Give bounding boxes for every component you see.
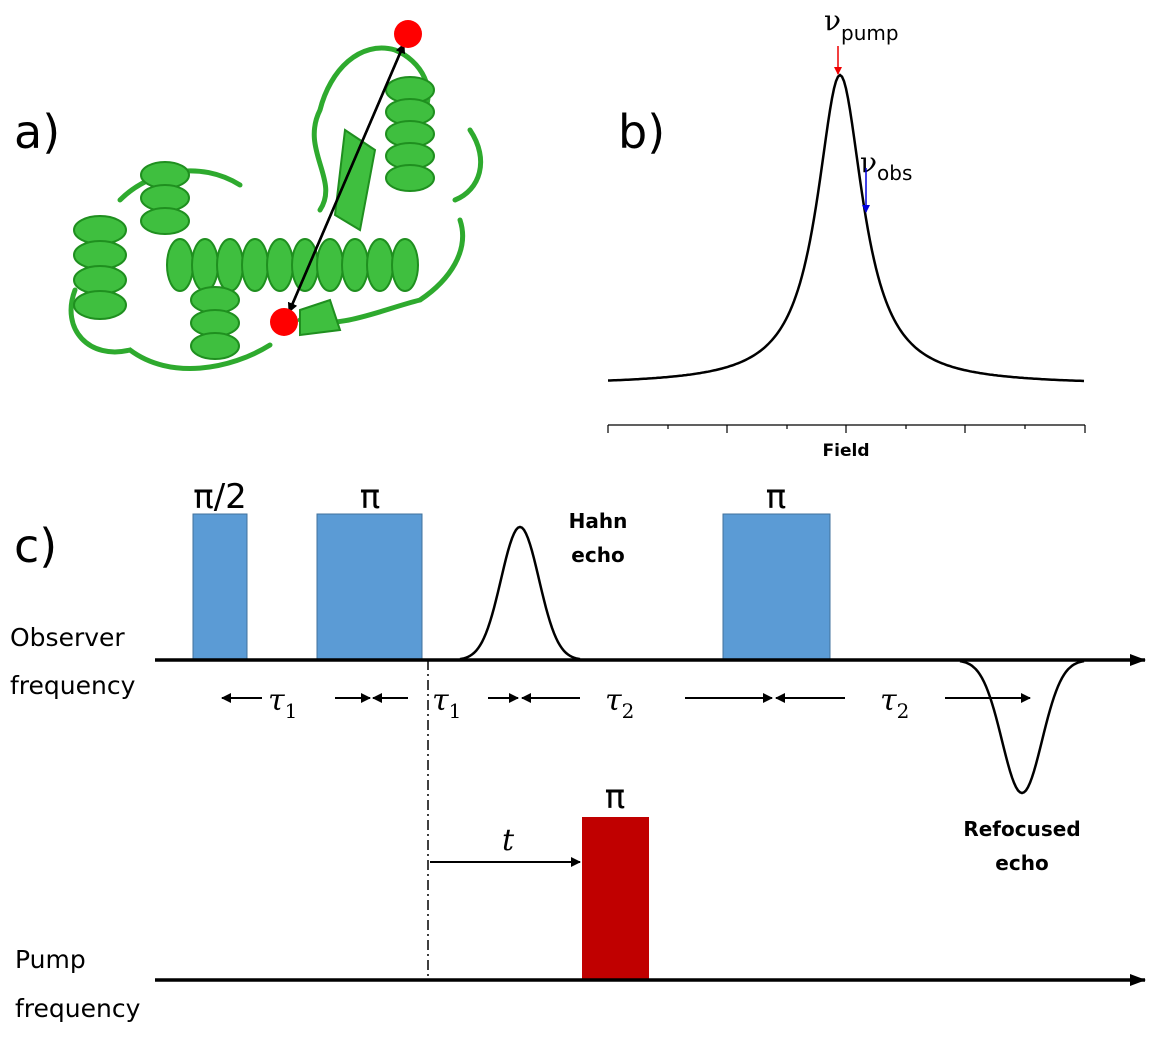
subscript: pump: [841, 21, 899, 45]
delay-label: τ1: [432, 683, 461, 723]
protein-structure: [68, 45, 484, 371]
field-axis: [607, 424, 1086, 433]
symbol: τ: [432, 683, 449, 718]
panel-label: c): [14, 519, 57, 573]
symbol: τ: [880, 683, 897, 718]
spin-label: [394, 20, 422, 48]
subscript: 1: [449, 699, 462, 723]
delay-label: τ2: [605, 683, 634, 723]
pulse-label: π: [605, 777, 625, 817]
subscript: 2: [622, 699, 635, 723]
subscript: 2: [897, 699, 910, 723]
delay-arrows: [221, 693, 1031, 867]
pump-pulse: [582, 817, 649, 980]
distance-arrow: [287, 43, 406, 313]
channel-label: frequency: [10, 671, 136, 700]
symbol: ν: [860, 146, 877, 179]
delay-label: τ1: [268, 683, 297, 723]
pulse-label: π/2: [193, 477, 247, 517]
symbol: τ: [605, 683, 622, 718]
subscript: 1: [285, 699, 298, 723]
channel-label: Pump: [15, 945, 86, 974]
echo-label: echo: [571, 543, 624, 567]
pulse-label: π: [360, 477, 380, 517]
channel-label: Observer: [10, 623, 125, 652]
pulse: [192, 513, 248, 661]
echo-shape: [959, 659, 1085, 795]
pulse: [316, 513, 423, 661]
axis-label: Field: [823, 441, 870, 461]
echo-shape: [459, 525, 581, 661]
echo-label: echo: [995, 851, 1048, 875]
echo-label: Hahn: [569, 509, 628, 533]
echo-label: Refocused: [963, 817, 1080, 841]
symbol: τ: [268, 683, 285, 718]
delay-label: t: [502, 823, 515, 858]
subscript: obs: [877, 161, 912, 185]
spin-label: [270, 308, 298, 336]
obs-marker-label: νobs: [860, 146, 912, 185]
panel-label: a): [14, 105, 60, 159]
delay-label: τ2: [880, 683, 909, 723]
symbol: ν: [824, 4, 841, 37]
pump-marker-label: νpump: [824, 4, 899, 45]
channel-label: frequency: [15, 994, 141, 1023]
pulse-label: π: [766, 477, 786, 517]
pulse: [722, 513, 831, 661]
spectrum: [608, 73, 1085, 383]
panel-label: b): [618, 105, 665, 159]
